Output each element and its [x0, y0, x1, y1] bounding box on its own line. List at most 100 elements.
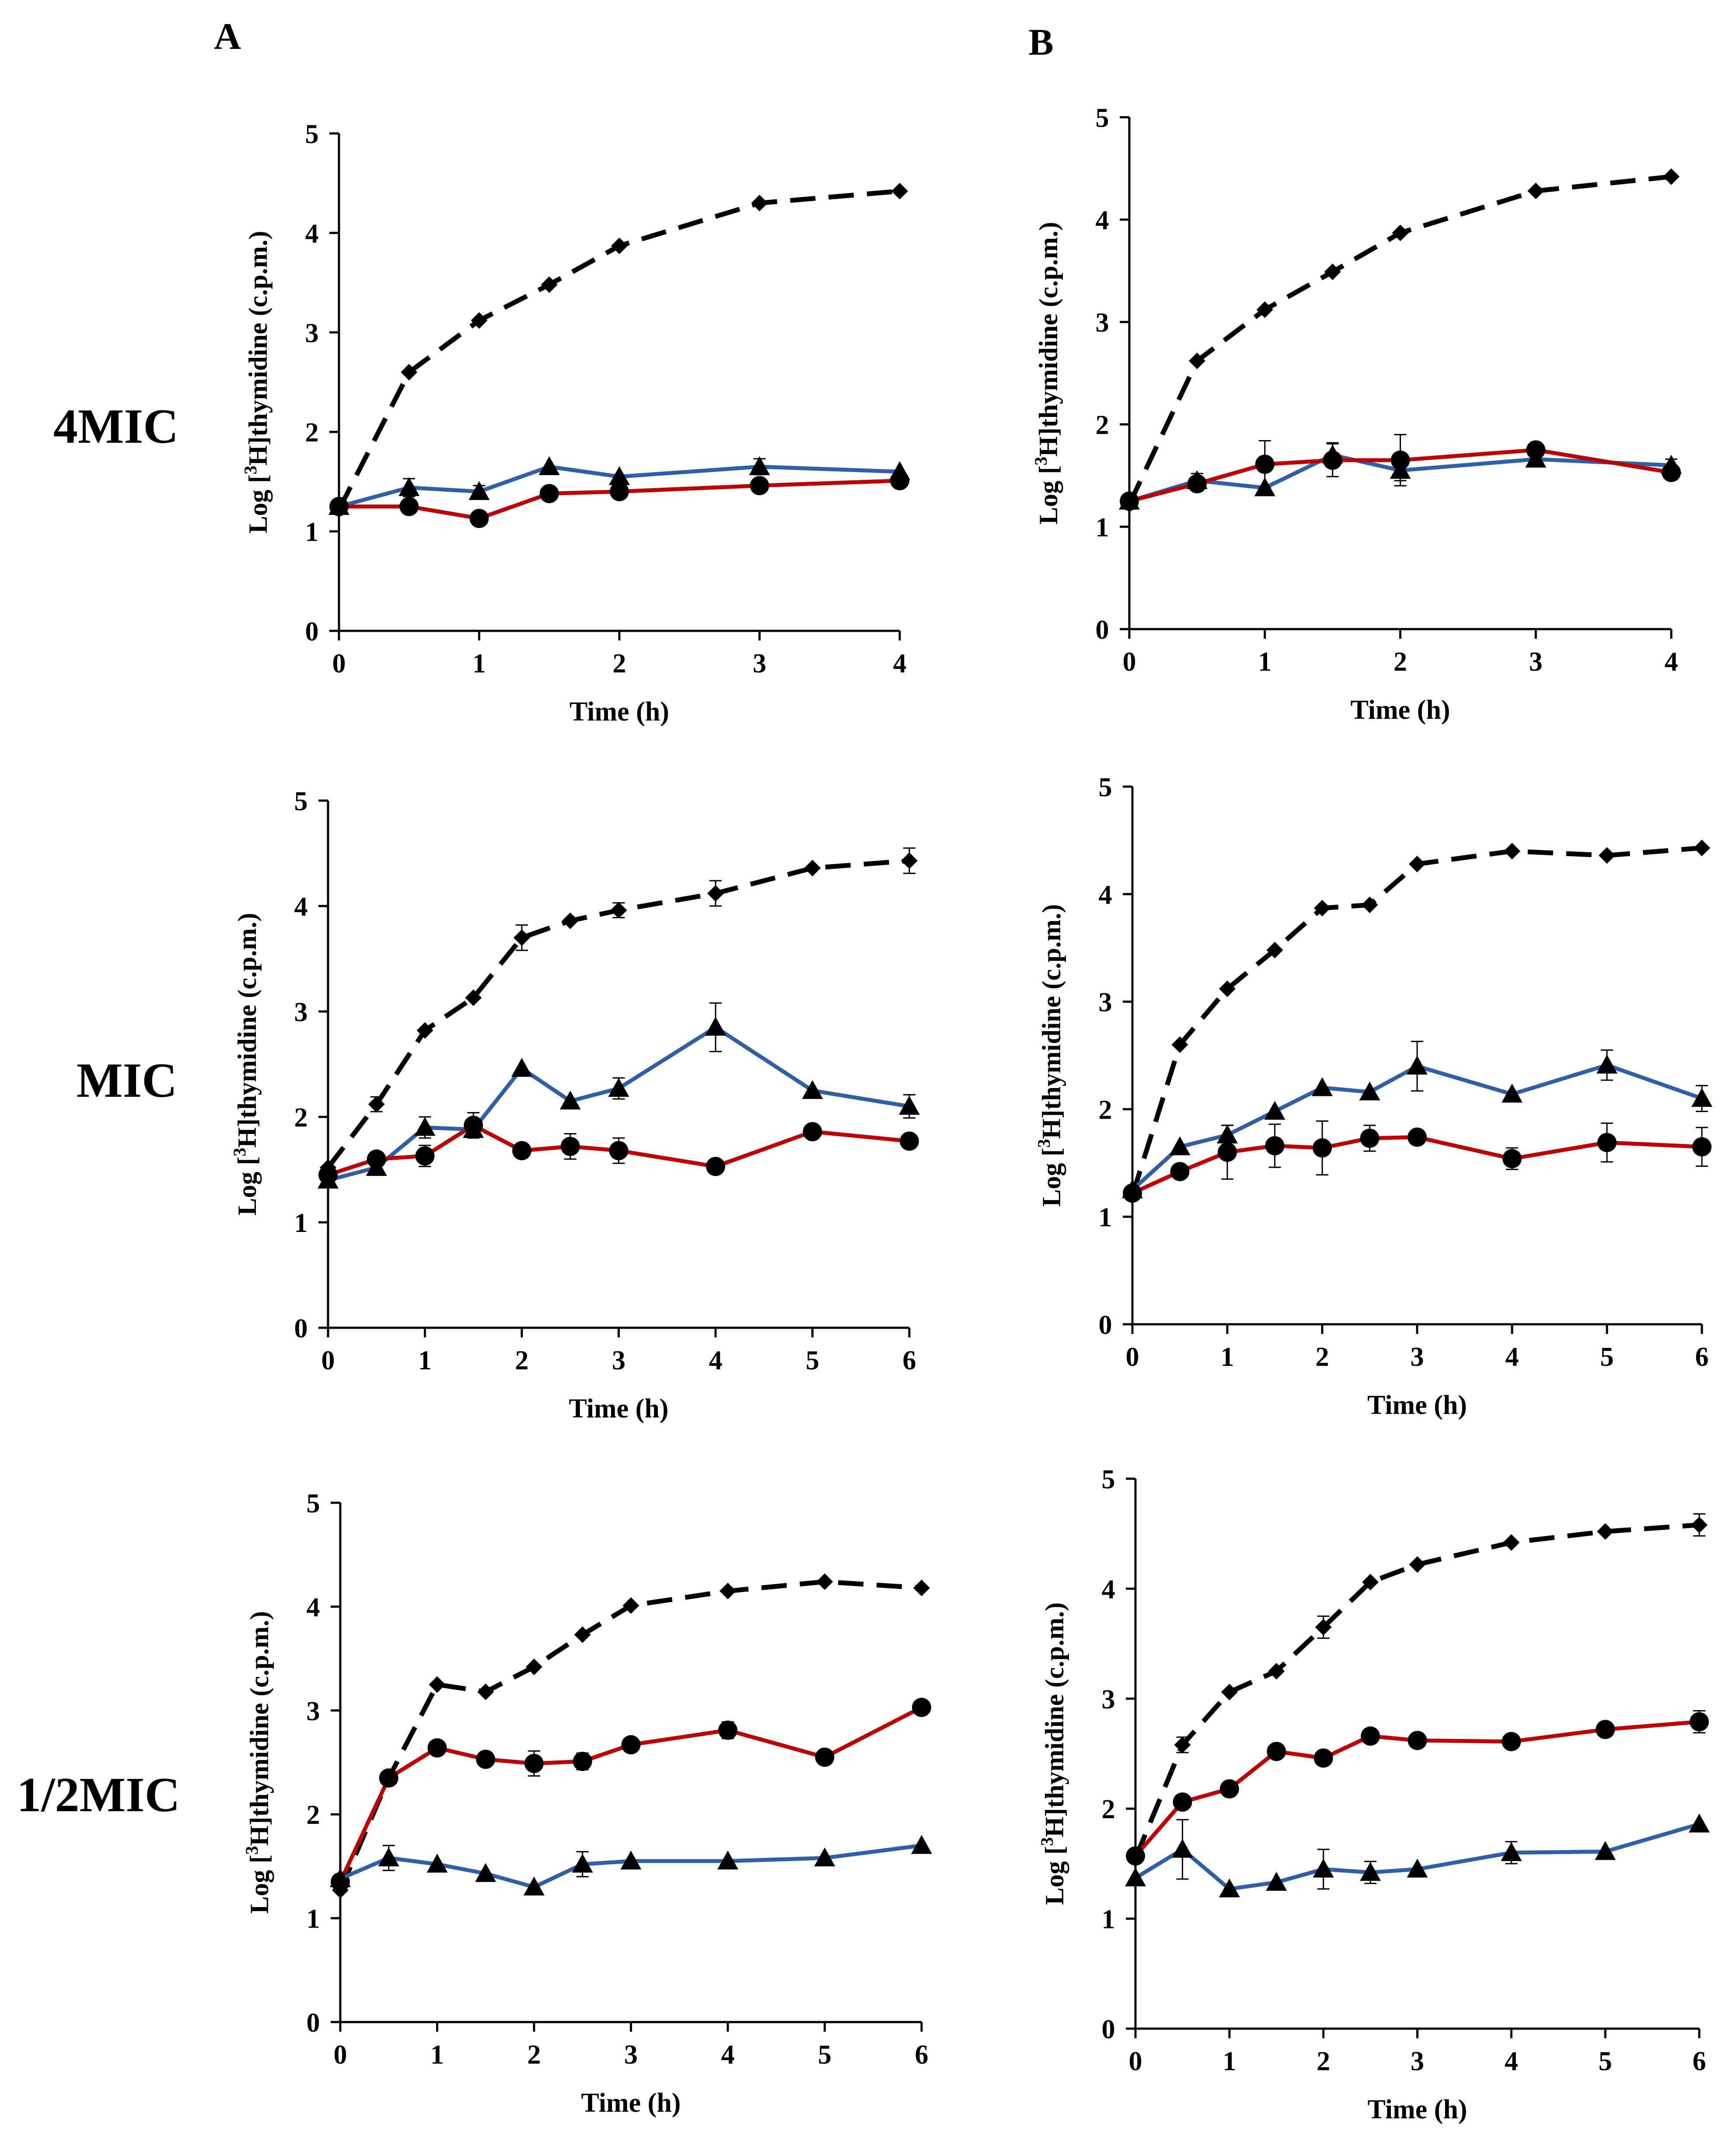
- data-point-triangle: [705, 1017, 726, 1036]
- data-point-diamond: [429, 1676, 446, 1693]
- data-point-circle: [621, 1735, 641, 1755]
- y-tick-label: 0: [305, 617, 319, 647]
- x-tick-label: 1: [472, 649, 486, 679]
- y-axis-title-suffix: H]thymidine (c.p.m.): [1040, 1603, 1069, 1837]
- data-point-diamond: [562, 912, 579, 929]
- y-tick-label: 1: [307, 1904, 320, 1934]
- series-line-diamonds-dashed: [1133, 1522, 1700, 1859]
- data-point-circle: [1187, 474, 1207, 493]
- series-line-triangles: [339, 1843, 922, 1889]
- data-point-circle: [1390, 450, 1410, 470]
- data-point-circle: [415, 1146, 435, 1166]
- data-point-diamond: [1409, 1556, 1426, 1573]
- data-point-triangle: [1169, 1136, 1191, 1155]
- y-tick-label: 3: [305, 318, 319, 348]
- data-point-diamond: [816, 1573, 833, 1590]
- x-tick-label: 1: [418, 1346, 432, 1375]
- x-tick-label: 5: [818, 2040, 831, 2070]
- y-tick-label: 5: [1099, 773, 1112, 802]
- x-tick-label: 4: [1505, 2047, 1518, 2076]
- y-tick-label: 2: [307, 1800, 320, 1830]
- x-tick-label: 1: [1258, 647, 1271, 677]
- data-point-diamond: [368, 1096, 385, 1113]
- data-point-triangle: [511, 1058, 532, 1077]
- data-point-triangle: [1501, 1842, 1522, 1861]
- data-point-diamond: [1188, 352, 1205, 369]
- y-tick-label: 3: [1102, 1685, 1115, 1715]
- data-point-circle: [1662, 462, 1681, 482]
- data-point-triangle: [608, 1078, 629, 1097]
- series-line-triangles: [1134, 1822, 1700, 1891]
- data-point-circle: [610, 482, 629, 501]
- series-circles: [1123, 1120, 1712, 1203]
- data-point-diamond: [477, 1683, 494, 1701]
- data-point-triangle: [1689, 1813, 1710, 1833]
- series-line-diamonds-dashed: [338, 1579, 922, 1891]
- data-point-diamond: [401, 364, 418, 381]
- y-tick-label: 2: [1099, 1095, 1112, 1125]
- y-tick-label: 4: [305, 219, 319, 248]
- y-axis-title: Log [3H]thymidine (c.p.m.): [230, 913, 262, 1216]
- data-point-triangle: [559, 1090, 581, 1110]
- data-point-circle: [1267, 1742, 1286, 1761]
- y-tick-label: 3: [1099, 988, 1112, 1018]
- data-point-diamond: [1597, 1523, 1614, 1540]
- data-point-circle: [912, 1697, 931, 1717]
- data-point-diamond: [1268, 1662, 1285, 1680]
- y-axis-title-suffix: H]thymidine (c.p.m.): [1037, 904, 1066, 1139]
- x-tick-label: 2: [613, 649, 626, 679]
- data-point-diamond: [1691, 1516, 1708, 1533]
- data-point-circle: [379, 1768, 398, 1788]
- data-point-triangle: [1360, 1862, 1381, 1881]
- x-tick-label: 0: [1123, 647, 1136, 677]
- data-point-circle: [1323, 450, 1342, 470]
- data-point-diamond: [416, 1022, 433, 1039]
- data-point-diamond: [622, 1597, 639, 1614]
- data-point-circle: [1408, 1127, 1427, 1147]
- series-triangles: [330, 1835, 932, 1896]
- data-point-circle: [1597, 1133, 1617, 1152]
- data-point-circle: [329, 497, 349, 516]
- y-tick-label: 3: [1096, 308, 1109, 338]
- x-tick-label: 3: [624, 2040, 638, 2070]
- data-point-circle: [1692, 1137, 1712, 1157]
- data-point-circle: [1219, 1779, 1239, 1799]
- data-point-circle: [1526, 440, 1546, 460]
- data-point-diamond: [1174, 1736, 1191, 1753]
- data-point-diamond: [1663, 168, 1680, 185]
- data-point-triangle: [475, 1863, 496, 1882]
- data-point-triangle: [620, 1851, 642, 1870]
- data-point-diamond: [1504, 843, 1520, 860]
- y-tick-label: 1: [1096, 513, 1109, 542]
- data-point-circle: [1313, 1748, 1333, 1768]
- data-point-circle: [750, 476, 769, 495]
- x-tick-label: 1: [430, 2040, 444, 2070]
- data-point-triangle: [1219, 1878, 1240, 1897]
- data-point-triangle: [378, 1847, 399, 1867]
- y-tick-label: 1: [294, 1208, 308, 1238]
- data-point-diamond: [611, 237, 628, 254]
- data-point-diamond: [891, 182, 908, 199]
- x-tick-label: 2: [1316, 1342, 1329, 1372]
- y-axis-title: Log [3H]thymidine (c.p.m.): [1031, 222, 1063, 525]
- data-point-diamond: [707, 885, 724, 902]
- y-axis-title-prefix: Log [: [244, 474, 272, 533]
- data-point-triangle: [538, 456, 560, 475]
- y-axis-title-prefix: Log [: [245, 1855, 274, 1914]
- data-point-triangle: [1691, 1088, 1712, 1107]
- data-point-triangle: [717, 1851, 738, 1870]
- data-point-circle: [560, 1137, 580, 1156]
- y-tick-label: 5: [307, 1489, 320, 1519]
- y-axis-title-superscript: 3: [1034, 1139, 1054, 1148]
- data-point-circle: [573, 1752, 592, 1771]
- series-diamonds-dashed: [1124, 840, 1710, 1204]
- data-point-triangle: [1172, 1839, 1193, 1858]
- data-point-circle: [1502, 1149, 1522, 1169]
- series-diamonds-dashed: [331, 182, 908, 518]
- data-point-circle: [427, 1738, 447, 1758]
- x-tick-label: 5: [1599, 2047, 1612, 2076]
- x-tick-label: 0: [321, 1346, 335, 1375]
- series-triangles: [328, 456, 910, 515]
